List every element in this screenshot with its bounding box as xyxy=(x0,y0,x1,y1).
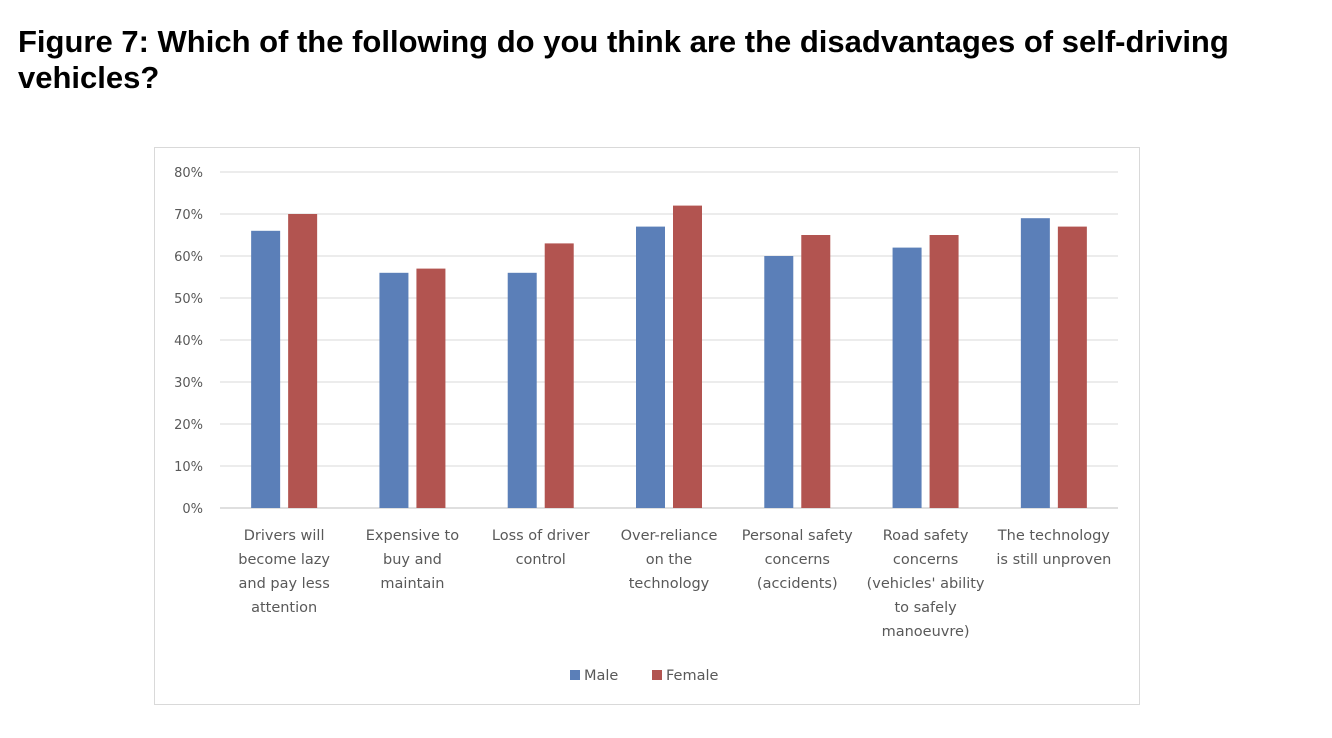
x-category-label-line: concerns xyxy=(893,552,958,568)
y-tick-label: 40% xyxy=(174,334,203,349)
x-category-label-line: concerns xyxy=(765,552,830,568)
bar-female xyxy=(929,235,959,508)
bar-male xyxy=(251,230,281,509)
gridlines xyxy=(220,171,1118,509)
x-category-label: The technology is still unproven xyxy=(996,528,1111,568)
x-category-label-line: become lazy xyxy=(238,552,330,568)
y-tick-label: 80% xyxy=(174,166,203,181)
x-category-label-line: Expensive to xyxy=(366,528,459,544)
y-tick-label: 0% xyxy=(182,502,203,517)
x-category-label: Personal safety concerns (accidents) xyxy=(742,528,853,592)
x-category-label-line: on the xyxy=(646,552,693,568)
x-category-label-line: (vehicles' ability xyxy=(867,576,985,592)
bar-male xyxy=(507,272,537,508)
figure-title: Figure 7: Which of the following do you … xyxy=(18,24,1229,95)
x-category-label-line: Drivers will xyxy=(244,528,325,544)
x-category-label: Over-reliance on the technology xyxy=(621,528,718,592)
bar-male xyxy=(379,272,409,508)
y-tick-label: 60% xyxy=(174,250,203,265)
bars xyxy=(251,205,1087,509)
y-tick-label: 20% xyxy=(174,418,203,433)
x-category-label-line: (accidents) xyxy=(757,576,838,592)
x-category-label-line: Personal safety xyxy=(742,528,853,544)
legend: Male Female xyxy=(570,668,719,684)
x-category-label-line: Over-reliance xyxy=(621,528,718,544)
y-tick-label: 50% xyxy=(174,292,203,307)
bar-male xyxy=(636,226,665,508)
x-category-label-line: Loss of driver xyxy=(492,528,590,544)
x-category-label-line: is still unproven xyxy=(996,552,1111,568)
bar-female xyxy=(288,214,318,508)
bar-female xyxy=(673,205,702,508)
x-axis-category-labels: Drivers will become lazy and pay less atten… xyxy=(238,528,1111,640)
bar-female xyxy=(544,243,574,508)
legend-swatch-female xyxy=(652,670,662,680)
x-category-label: Drivers will become lazy and pay less atten… xyxy=(238,528,330,616)
bar-female xyxy=(1057,226,1087,508)
bar-female xyxy=(801,235,831,508)
y-axis-tick-labels: 0% 10% 20% 30% 40% 50% 60% 70% 80% xyxy=(174,166,203,517)
x-category-label-line: Road safety xyxy=(883,528,969,544)
y-tick-label: 30% xyxy=(174,376,203,391)
x-category-label: Loss of driver control xyxy=(492,528,590,568)
legend-label-male: Male xyxy=(584,668,618,684)
x-category-label-line: control xyxy=(516,552,566,568)
y-tick-label: 70% xyxy=(174,208,203,223)
legend-label-female: Female xyxy=(666,668,719,684)
x-category-label-line: attention xyxy=(251,600,317,616)
bar-female xyxy=(416,268,446,508)
x-category-label: Road safety concerns (vehicles' ability to … xyxy=(867,528,985,640)
legend-swatch-male xyxy=(570,670,580,680)
x-category-label-line: buy and xyxy=(383,552,442,568)
x-category-label-line: manoeuvre) xyxy=(882,624,970,640)
x-category-label-line: and pay less xyxy=(239,576,330,592)
x-category-label-line: maintain xyxy=(380,576,444,592)
y-tick-label: 10% xyxy=(174,460,203,475)
bar-male xyxy=(1020,218,1050,508)
bar-male xyxy=(764,256,794,508)
x-category-label-line: to safely xyxy=(894,600,957,616)
bar-male xyxy=(892,247,922,508)
x-category-label: Expensive to buy and maintain xyxy=(366,528,459,592)
x-category-label-line: The technology xyxy=(997,528,1111,544)
x-category-label-line: technology xyxy=(629,576,710,592)
